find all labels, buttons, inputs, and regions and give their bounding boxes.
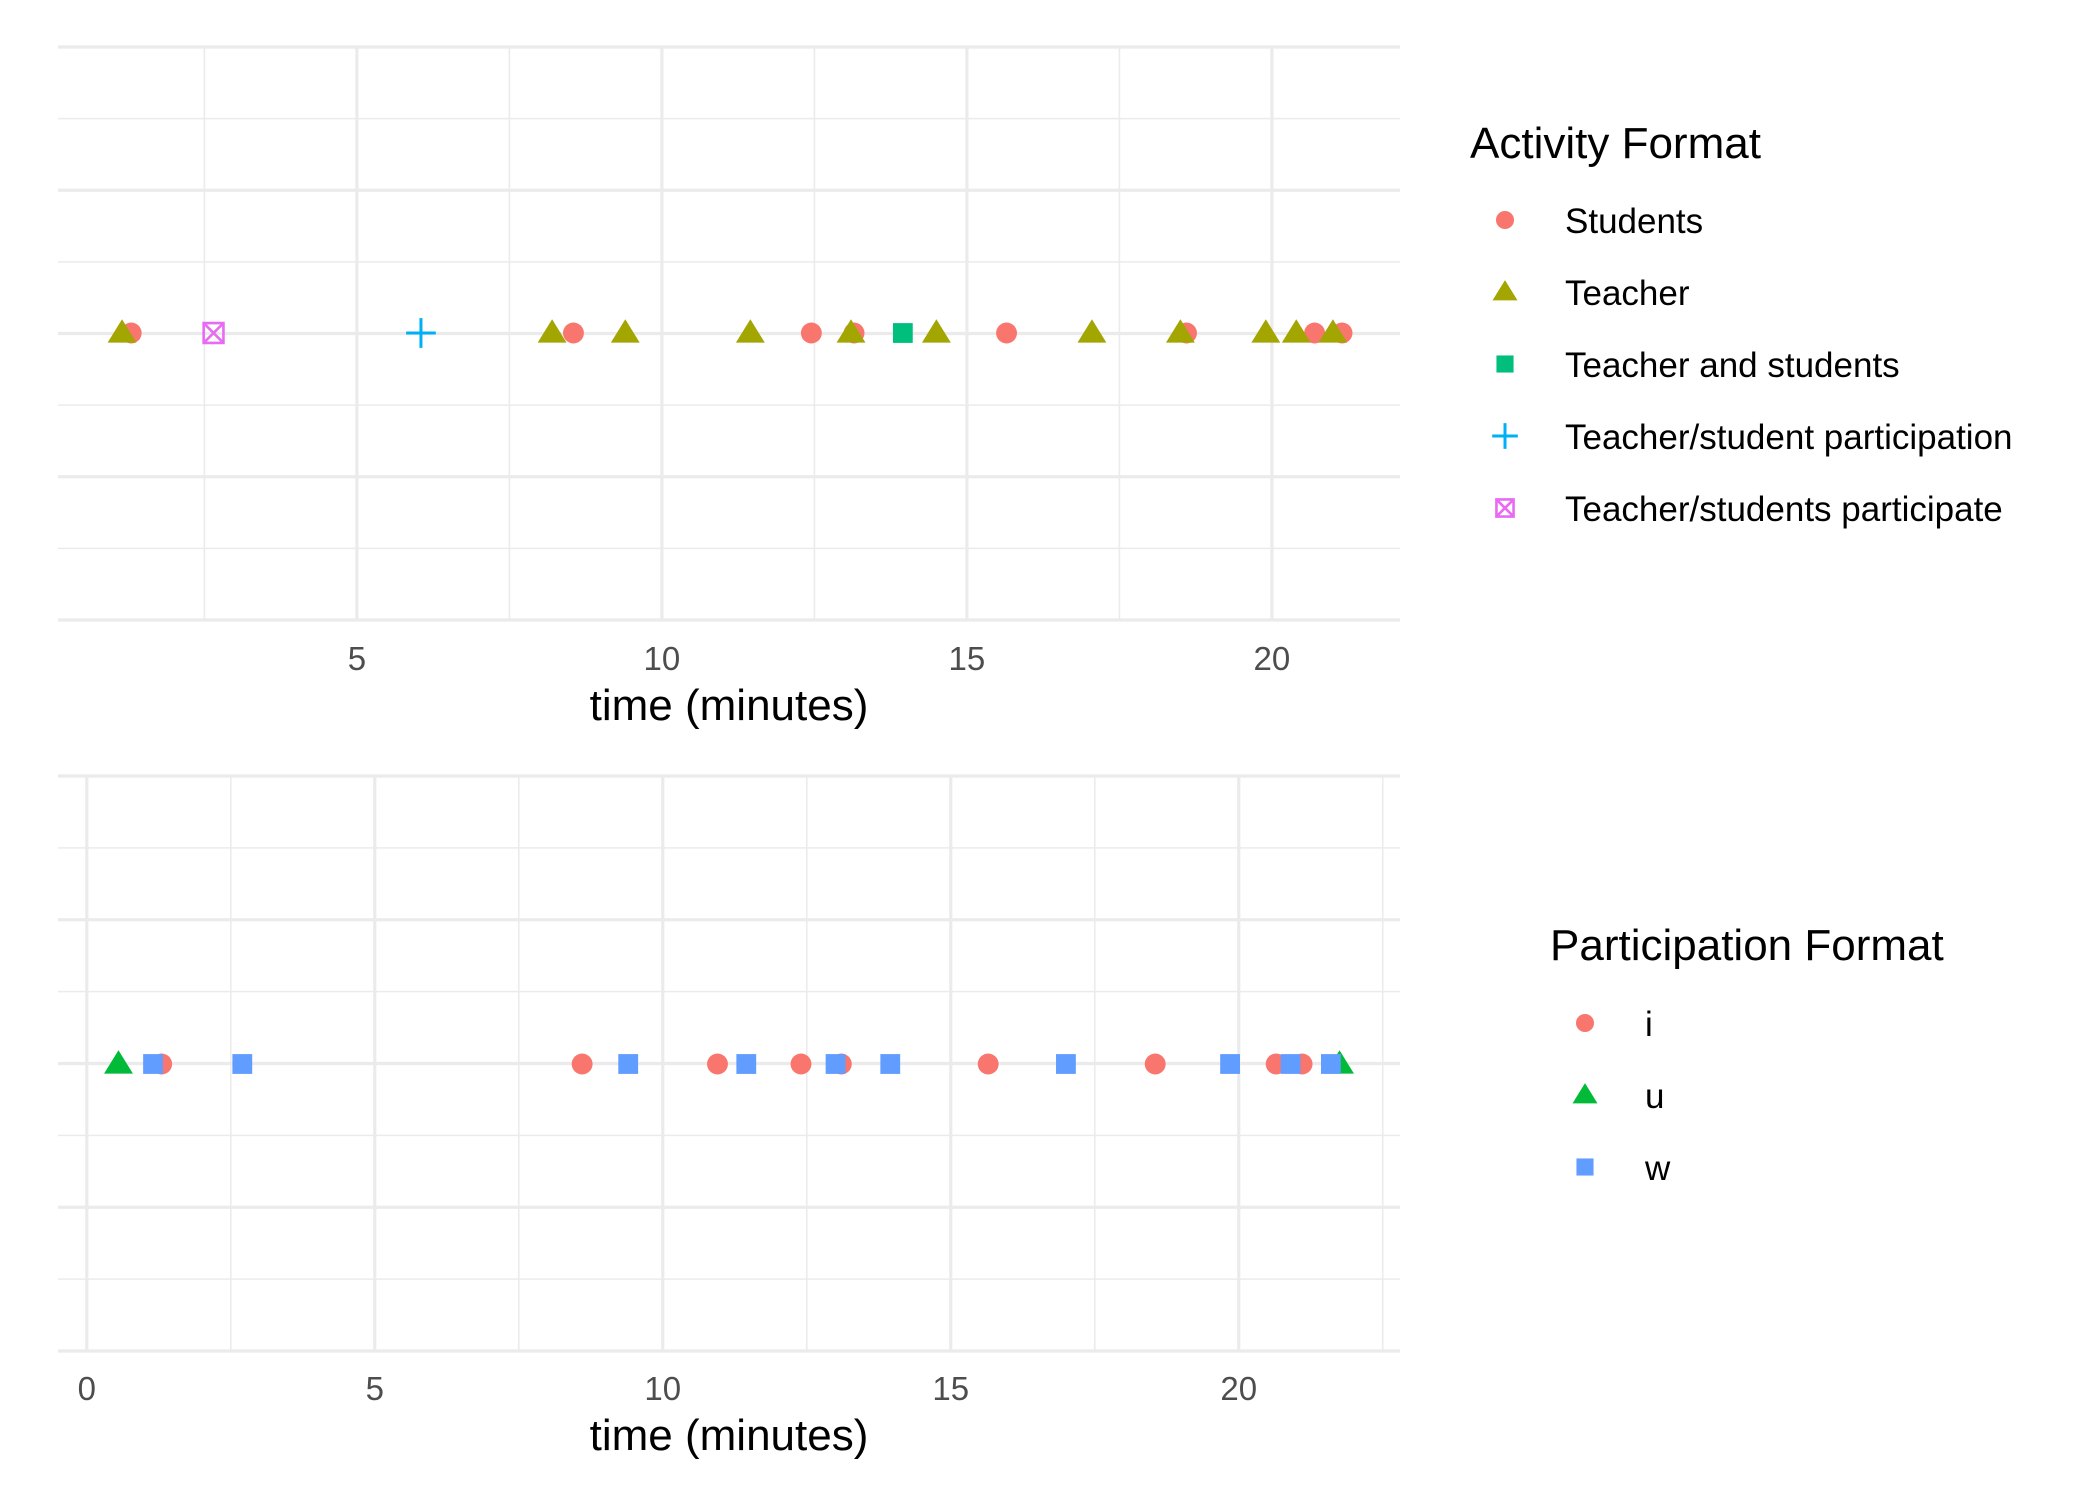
data-point-i [1144, 1053, 1166, 1075]
data-point-teacher [537, 319, 567, 343]
activity-x-axis-title: time (minutes) [590, 681, 869, 730]
data-point-w [143, 1054, 163, 1074]
activity-legend-title: Activity Format [1470, 119, 1761, 168]
data-point-i [707, 1053, 728, 1075]
legend-key-teacher [1492, 280, 1518, 301]
legend-label-u: u [1645, 1077, 1664, 1116]
data-point-w [232, 1054, 253, 1074]
activity-format-panel: 5 10 15 20 time (minutes) Activity Format S… [58, 45, 2013, 730]
data-point-w [825, 1054, 846, 1074]
participation-x-ticks: 0 5 10 15 20 [78, 1370, 1257, 1407]
x-tick-label: 10 [644, 640, 681, 677]
legend-key-w [1576, 1158, 1594, 1176]
activity-x-ticks: 5 10 15 20 [348, 640, 1291, 677]
data-point-students [996, 322, 1017, 344]
participation-legend-title: Participation Format [1550, 921, 1944, 970]
data-point-students [1304, 322, 1326, 344]
data-point-i [790, 1053, 812, 1075]
data-point-w [1320, 1054, 1341, 1074]
legend-label-students: Students [1565, 202, 1703, 241]
data-point-w [1220, 1054, 1240, 1074]
legend-label-teacher-students-participate: Teacher/students participate [1565, 490, 2003, 529]
data-point-w [736, 1054, 757, 1074]
data-point-teacher [1251, 319, 1281, 343]
data-point-w [880, 1054, 901, 1074]
activity-legend: Activity Format Students Teacher Teacher a… [1470, 119, 2013, 529]
data-point-students [800, 322, 822, 344]
data-point-u [104, 1050, 133, 1074]
legend-key-students [1495, 210, 1515, 230]
x-tick-label: 0 [78, 1370, 96, 1407]
legend-label-teacher: Teacher [1565, 274, 1690, 313]
data-point-w [618, 1054, 639, 1074]
legend-label-w: w [1644, 1149, 1671, 1188]
participation-points [104, 1050, 1354, 1075]
data-point-teacher [1318, 319, 1348, 343]
participation-legend: Participation Format iuw [1550, 921, 1944, 1188]
activity-points [107, 318, 1353, 348]
participation-x-axis-title: time (minutes) [590, 1411, 869, 1460]
x-tick-label: 10 [644, 1370, 681, 1407]
data-point-teacher [1165, 319, 1195, 343]
data-point-w [1056, 1054, 1076, 1074]
data-point-i [571, 1053, 593, 1075]
data-point-teacher [610, 319, 640, 343]
participation-format-panel: 0 5 10 15 20 time (minutes) Participation Fo… [58, 774, 1944, 1460]
data-point-teacher [921, 319, 951, 343]
activity-grid [58, 45, 1400, 622]
participation-grid [58, 774, 1400, 1353]
x-tick-label: 20 [1220, 1370, 1257, 1407]
data-point-students [563, 322, 584, 344]
legend-label-teacher-student-participation: Teacher/student participation [1565, 418, 2013, 457]
data-point-teacher-and-students [892, 323, 913, 343]
data-point-teacher [836, 319, 866, 343]
legend-label-i: i [1645, 1005, 1653, 1044]
legend-label-teacher-and-students: Teacher and students [1565, 346, 1900, 385]
x-tick-label: 20 [1254, 640, 1291, 677]
data-point-teacher [107, 319, 137, 343]
legend-key-teacher-students-participate [1495, 498, 1515, 518]
data-point-teacher-students-participate [202, 321, 225, 345]
x-tick-label: 5 [348, 640, 366, 677]
legend-key-teacher-student-participation [1492, 423, 1518, 449]
x-tick-label: 15 [949, 640, 986, 677]
data-point-teacher-student-participation [406, 318, 436, 348]
legend-key-u [1572, 1083, 1598, 1104]
data-point-teacher [1077, 319, 1107, 343]
legend-key-teacher-and-students [1496, 355, 1514, 373]
x-tick-label: 15 [932, 1370, 969, 1407]
data-point-w [1280, 1054, 1301, 1074]
data-point-teacher [735, 319, 765, 343]
data-point-i [977, 1053, 999, 1075]
legend-key-i [1575, 1013, 1595, 1033]
data-point-teacher [1281, 319, 1311, 343]
x-tick-label: 5 [366, 1370, 384, 1407]
